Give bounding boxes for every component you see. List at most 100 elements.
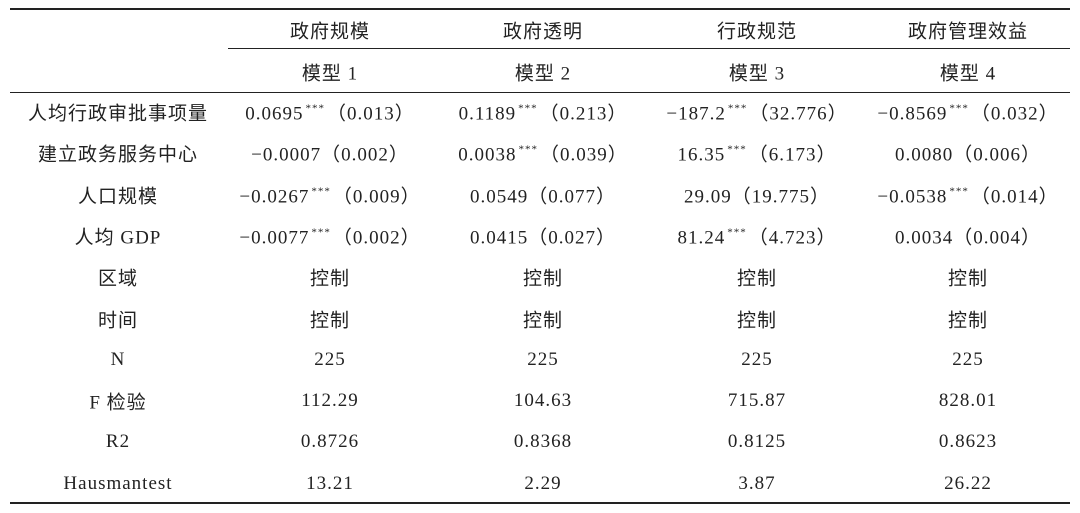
coefficient: 0.0080 xyxy=(894,144,954,166)
standard-error: （4.723） xyxy=(748,227,837,249)
cell-value: 0.8726 xyxy=(300,431,360,453)
cell-value: 715.87 xyxy=(727,390,787,412)
cell-value: 0.8368 xyxy=(513,431,573,453)
row-label: 建立政务服务中心 xyxy=(37,144,199,166)
cell-value: 112.29 xyxy=(301,390,359,412)
standard-error: （0.013） xyxy=(326,103,415,125)
cell-value: 控制 xyxy=(947,310,989,331)
group-header: 行政规范 xyxy=(716,21,798,43)
coefficient: 0.0038 xyxy=(458,144,517,166)
coefficient: 0.0695 xyxy=(245,103,304,125)
cell-value: 0.0549（0.077） xyxy=(470,181,616,208)
model-header: 模型 3 xyxy=(728,63,786,85)
coefficient: 0.0034 xyxy=(894,227,954,249)
row-label: 人均行政审批事项量 xyxy=(27,103,209,125)
cell-value: 控制 xyxy=(736,268,778,290)
standard-error: （0.032） xyxy=(970,103,1059,125)
row-label: N xyxy=(110,348,126,370)
top-rule xyxy=(10,8,1070,10)
cell-value: 0.0080（0.006） xyxy=(895,140,1041,167)
row-label: 区域 xyxy=(97,268,139,290)
coefficient: 29.09 xyxy=(683,186,732,208)
cell-value: −0.0077 *** （0.002） xyxy=(239,222,420,249)
significance: *** xyxy=(311,226,331,239)
cell-value: −0.8569 *** （0.032） xyxy=(877,99,1058,126)
standard-error: （0.077） xyxy=(528,186,617,208)
cell-value: 0.1189 *** （0.213） xyxy=(459,99,628,126)
cell-value: 828.01 xyxy=(938,390,998,412)
standard-error: （0.009） xyxy=(332,186,421,208)
group-header: 政府规模 xyxy=(289,21,371,43)
significance: *** xyxy=(727,102,748,115)
coefficient: −187.2 xyxy=(666,103,726,125)
coefficient: 81.24 xyxy=(677,227,726,249)
standard-error: （0.014） xyxy=(970,186,1059,208)
standard-error: （0.002） xyxy=(321,144,409,166)
coefficient: 0.1189 xyxy=(458,103,517,125)
standard-error: （0.006） xyxy=(953,144,1042,166)
cell-value: 控制 xyxy=(309,310,351,331)
significance: *** xyxy=(518,102,538,115)
cell-value: 3.87 xyxy=(738,472,776,494)
coefficient: 0.0415 xyxy=(469,227,529,249)
cell-value: 0.0695 *** （0.013） xyxy=(245,99,415,126)
cell-value: 0.8125 xyxy=(727,431,787,453)
coefficient: −0.0007 xyxy=(251,144,322,166)
coefficient: −0.0538 xyxy=(877,186,948,208)
cell-value: 104.63 xyxy=(513,390,573,412)
row-label: 时间 xyxy=(97,310,139,331)
cell-value: 29.09（19.775） xyxy=(684,181,830,208)
cell-value: −0.0538 *** （0.014） xyxy=(877,181,1058,208)
standard-error: （19.775） xyxy=(731,186,831,208)
cell-value: −187.2 *** （32.776） xyxy=(666,99,847,126)
group-rule xyxy=(228,48,1070,49)
standard-error: （0.027） xyxy=(528,227,617,249)
model-header: 模型 1 xyxy=(301,63,359,85)
cell-value: 控制 xyxy=(309,268,351,290)
cell-value: 225 xyxy=(952,348,984,370)
significance: *** xyxy=(518,143,538,156)
significance: *** xyxy=(311,185,331,198)
cell-value: 225 xyxy=(314,348,346,370)
group-header: 政府管理效益 xyxy=(907,21,1029,43)
cell-value: 81.24 *** （4.723） xyxy=(677,222,836,249)
group-header: 政府透明 xyxy=(502,21,584,43)
row-label: 人均 GDP xyxy=(74,227,162,249)
coefficient: −0.0267 xyxy=(239,186,310,208)
header-rule xyxy=(10,92,1070,93)
significance: *** xyxy=(727,143,747,156)
cell-value: 0.0038 *** （0.039） xyxy=(458,140,628,167)
significance: *** xyxy=(949,102,969,115)
row-label: F 检验 xyxy=(89,392,147,414)
significance: *** xyxy=(949,185,969,198)
significance: *** xyxy=(305,102,325,115)
row-label: Hausmantest xyxy=(63,472,173,494)
standard-error: （0.004） xyxy=(953,227,1042,249)
model-header: 模型 2 xyxy=(514,63,572,85)
cell-value: 225 xyxy=(741,348,773,370)
cell-value: 0.0034（0.004） xyxy=(895,222,1041,249)
cell-value: 13.21 xyxy=(306,472,354,494)
standard-error: （6.173） xyxy=(748,144,837,166)
model-header: 模型 4 xyxy=(939,63,997,85)
row-label: 人口规模 xyxy=(77,186,159,208)
cell-value: 225 xyxy=(527,348,559,370)
coefficient: 0.0549 xyxy=(469,186,529,208)
cell-value: 0.0415（0.027） xyxy=(470,222,616,249)
bottom-rule xyxy=(10,502,1070,504)
cell-value: 16.35 *** （6.173） xyxy=(677,140,836,167)
cell-value: −0.0007（0.002） xyxy=(251,140,409,167)
cell-value: 控制 xyxy=(947,268,989,290)
coefficient: −0.0077 xyxy=(239,227,310,249)
coefficient: 16.35 xyxy=(677,144,726,166)
standard-error: （32.776） xyxy=(749,103,848,125)
cell-value: 2.29 xyxy=(524,472,562,494)
cell-value: 控制 xyxy=(736,310,778,331)
cell-value: 26.22 xyxy=(944,472,992,494)
cell-value: 0.8623 xyxy=(938,431,998,453)
coefficient: −0.8569 xyxy=(877,103,948,125)
cell-value: 控制 xyxy=(522,310,564,331)
standard-error: （0.002） xyxy=(332,227,421,249)
cell-value: −0.0267 *** （0.009） xyxy=(239,181,420,208)
